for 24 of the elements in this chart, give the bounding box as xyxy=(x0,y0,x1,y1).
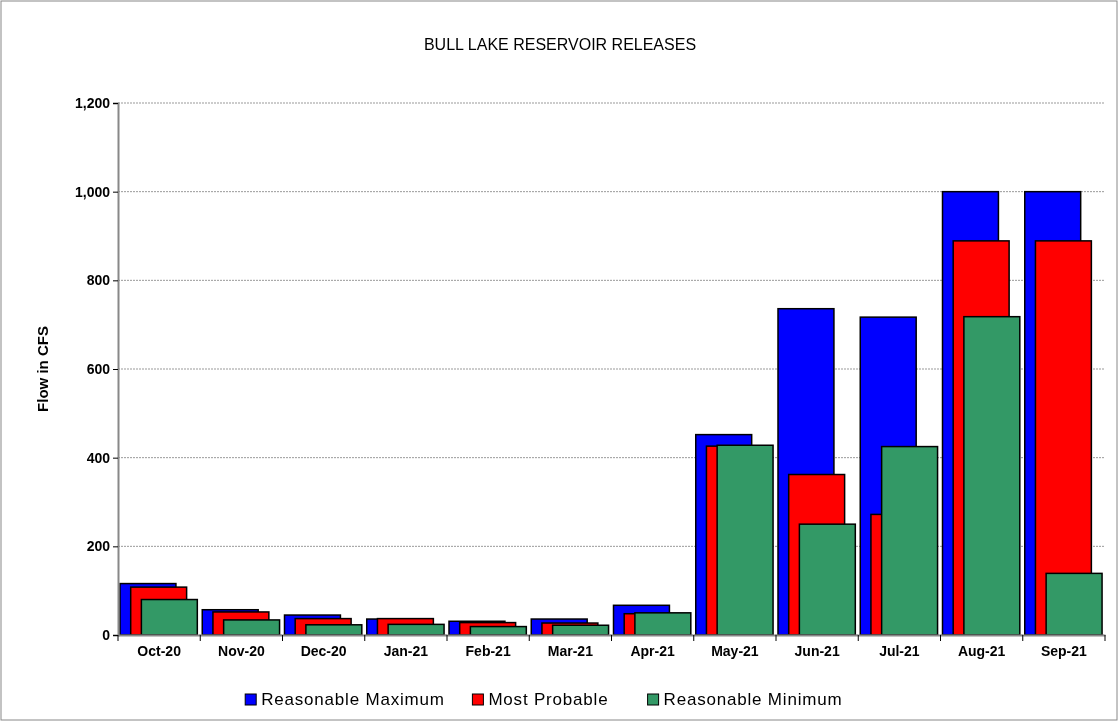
x-tick-label: Nov-20 xyxy=(218,643,265,660)
x-tick-label: Jul-21 xyxy=(879,643,920,660)
y-tick-label: 200 xyxy=(86,538,111,555)
x-tick-label: Oct-20 xyxy=(137,643,182,660)
y-tick-label: 800 xyxy=(86,272,111,289)
x-tick-label: Mar-21 xyxy=(547,643,594,660)
x-tick-label: May-21 xyxy=(711,643,759,660)
y-tick-label: 400 xyxy=(86,449,111,466)
y-axis-title: Flow in CFS xyxy=(34,326,51,412)
x-tick-label: Aug-21 xyxy=(957,643,1006,660)
x-tick-label: Sep-21 xyxy=(1040,643,1088,660)
legend-label: Reasonable Minimum xyxy=(663,690,843,709)
y-tick-label: 600 xyxy=(86,360,111,377)
x-tick-label: Feb-21 xyxy=(465,643,511,660)
y-tick-label: 1,200 xyxy=(74,94,111,111)
x-tick-label: Dec-20 xyxy=(300,643,347,660)
x-tick-label: Jun-21 xyxy=(794,643,840,660)
y-tick-label: 1,000 xyxy=(74,183,111,200)
x-tick-label: Jan-21 xyxy=(383,643,429,660)
legend-label: Most Probable xyxy=(488,690,609,709)
x-tick-label: Apr-21 xyxy=(630,643,675,660)
legend-label: Reasonable Maximum xyxy=(261,690,445,709)
chart-title: BULL LAKE RESERVOIR RELEASES xyxy=(423,36,697,53)
y-tick-label: 0 xyxy=(102,626,111,643)
